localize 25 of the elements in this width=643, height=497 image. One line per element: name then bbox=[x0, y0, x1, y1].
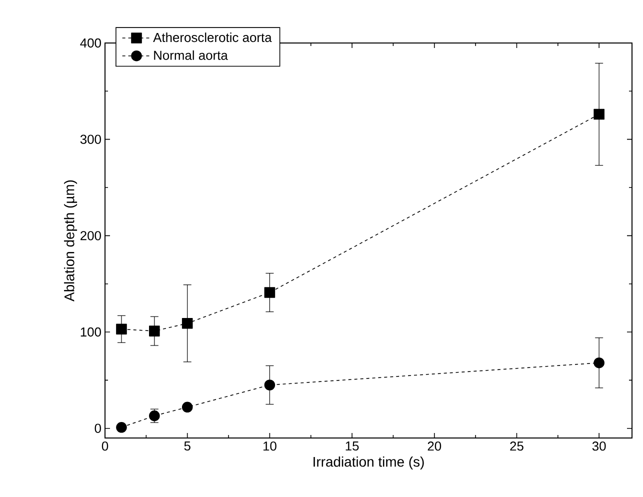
point bbox=[116, 422, 127, 433]
x-tick-label: 25 bbox=[510, 442, 524, 451]
legend-label: Atherosclerotic aorta bbox=[153, 32, 272, 42]
x-axis-title: Irradiation time (s) bbox=[314, 456, 424, 470]
y-tick-label: 400 bbox=[80, 38, 101, 48]
point bbox=[264, 380, 276, 390]
x-tick-label: 0 bbox=[102, 442, 108, 451]
x-tick-label: 20 bbox=[428, 442, 442, 451]
x-tick-label: 10 bbox=[263, 442, 276, 451]
y-tick-label: 100 bbox=[80, 327, 101, 337]
legend-label: Normal aorta bbox=[154, 50, 228, 60]
point bbox=[594, 357, 604, 368]
x-tick-label: 5 bbox=[184, 442, 190, 451]
y-tick-label: 300 bbox=[80, 134, 101, 144]
point bbox=[116, 324, 127, 335]
y-tick-label: 200 bbox=[80, 231, 101, 240]
point bbox=[264, 287, 276, 298]
y-axis-title: Ablation depth (µm) bbox=[64, 180, 78, 302]
x-tick-label: 15 bbox=[346, 442, 359, 451]
point bbox=[182, 402, 193, 413]
point bbox=[594, 108, 604, 120]
point bbox=[149, 326, 160, 336]
y-tick-label: 0 bbox=[94, 424, 101, 433]
point bbox=[182, 318, 193, 329]
x-tick-label: 30 bbox=[592, 442, 606, 451]
